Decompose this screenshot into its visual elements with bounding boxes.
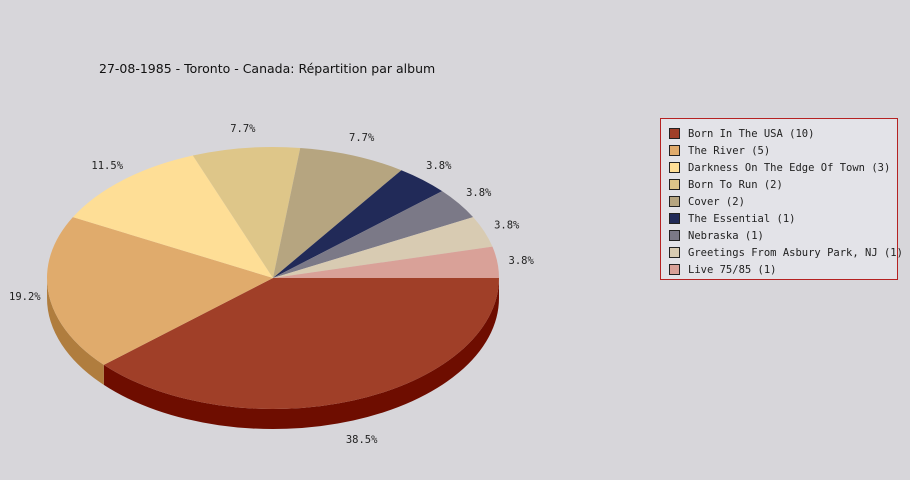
legend-swatch (669, 230, 680, 241)
legend: Born In The USA (10) The River (5) Darknes… (660, 118, 903, 280)
pie-slice-3 (192, 147, 301, 278)
legend-label: Greetings From Asbury Park, NJ (1) (688, 246, 903, 259)
pie-slice-0 (103, 278, 499, 409)
slice-percent-label-7: 3.8% (494, 219, 520, 231)
legend-item: Born To Run (2) (669, 176, 897, 193)
chart-title: 27-08-1985 - Toronto - Canada: Répartiti… (99, 61, 436, 76)
legend-swatch (669, 264, 680, 275)
slice-percent-label-6: 3.8% (466, 187, 492, 199)
pie-slice-side-0 (103, 278, 499, 430)
legend-label: The River (5) (688, 144, 771, 157)
legend-label: Born In The USA (10) (688, 127, 815, 140)
legend-item: Darkness On The Edge Of Town (3) (669, 159, 897, 176)
legend-swatch (669, 128, 680, 139)
legend-swatch (669, 162, 680, 173)
slice-percent-label-1: 19.2% (9, 291, 41, 303)
legend-item: The River (5) (669, 142, 897, 159)
legend-item: The Essential (1) (669, 210, 897, 227)
legend-item: Nebraska (1) (669, 227, 897, 244)
legend-swatch (669, 213, 680, 224)
legend-item: Greetings From Asbury Park, NJ (1) (669, 244, 903, 261)
legend-label: Darkness On The Edge Of Town (3) (688, 161, 891, 174)
pie-slice-8 (273, 246, 499, 278)
pie-slice-1 (46, 217, 273, 365)
legend-swatch (669, 145, 680, 156)
slice-percent-label-8: 3.8% (509, 255, 535, 267)
pie-slice-5 (273, 170, 443, 278)
legend-swatch (669, 247, 680, 258)
slice-percent-label-4: 7.7% (349, 132, 375, 144)
legend-label: Live 75/85 (1) (688, 263, 777, 276)
pie-slice-side-1 (47, 278, 104, 385)
pie-slice-2 (72, 155, 274, 278)
slice-percent-label-3: 7.7% (230, 123, 256, 135)
legend-item: Cover (2) (669, 193, 897, 210)
legend-label: Cover (2) (688, 195, 745, 208)
pie-slice-7 (273, 217, 493, 278)
legend-item: Born In The USA (10) (669, 125, 897, 142)
pie-slice-4 (273, 147, 402, 278)
pie-slice-6 (273, 191, 474, 278)
legend-label: The Essential (1) (688, 212, 796, 225)
slice-percent-label-0: 38.5% (346, 434, 378, 446)
legend-label: Born To Run (2) (688, 178, 783, 191)
legend-swatch (669, 196, 680, 207)
legend-label: Nebraska (1) (688, 229, 764, 242)
slice-percent-label-2: 11.5% (91, 160, 123, 172)
legend-item: Live 75/85 (1) (669, 261, 897, 278)
slice-percent-label-5: 3.8% (426, 160, 452, 172)
legend-swatch (669, 179, 680, 190)
